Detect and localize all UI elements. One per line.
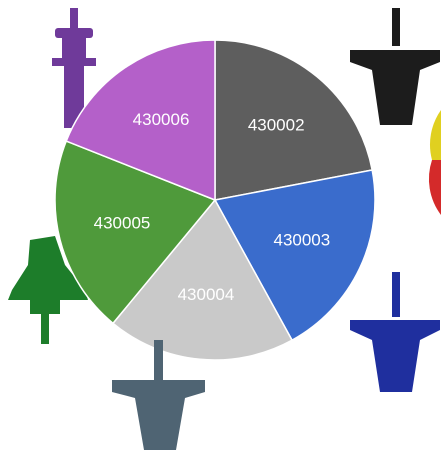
pie-slice (111, 198, 294, 361)
purple-part (52, 8, 96, 128)
side-disc (428, 110, 441, 215)
slice-label: 430002 (248, 116, 305, 135)
pie-slice (213, 169, 376, 342)
gray-part (112, 340, 205, 450)
pie: 430002 430003 430004 430005 430006 (54, 39, 376, 361)
slice-label: 430005 (94, 213, 151, 232)
slice-label: 430004 (178, 285, 235, 304)
slice-label: 430006 (133, 110, 190, 129)
blue-part (350, 272, 440, 392)
green-part (8, 236, 88, 344)
pie-slice (54, 140, 217, 325)
pie-slice (65, 39, 216, 202)
black-part (350, 8, 440, 125)
slice-label: 430003 (273, 230, 330, 249)
pie-slice (214, 39, 374, 201)
